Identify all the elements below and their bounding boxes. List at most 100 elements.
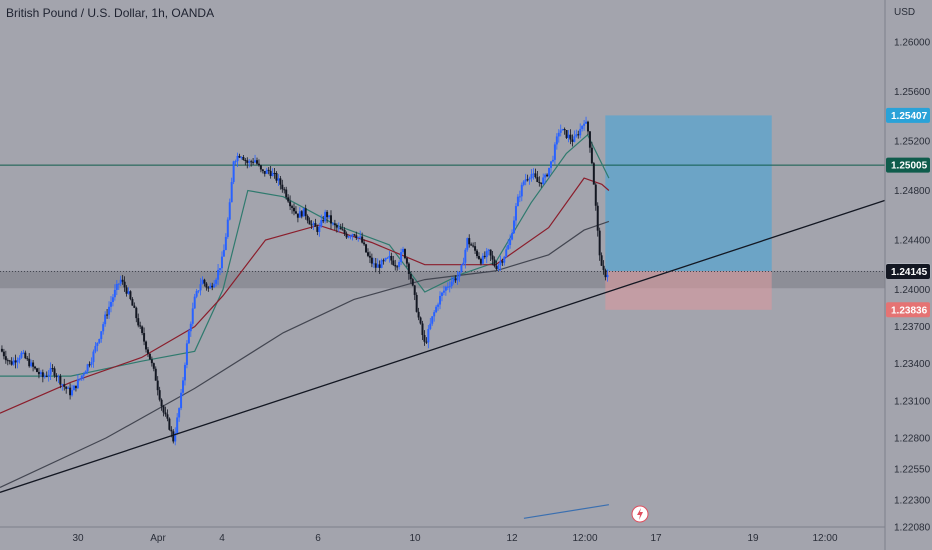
candle-body <box>487 249 490 251</box>
candle-body <box>450 281 453 287</box>
candle-body <box>24 352 27 359</box>
time-axis[interactable]: 30 Apr 4 6 10 12 12:00 17 19 12:00 <box>72 533 838 544</box>
stop-loss-zone[interactable] <box>605 271 772 310</box>
candle-body <box>158 390 161 400</box>
candle-body <box>69 387 72 396</box>
price-tag: 1.24145 <box>886 264 930 280</box>
candle-body <box>324 211 327 222</box>
candle-body <box>279 178 282 185</box>
candle-body <box>304 208 307 216</box>
candle-body <box>267 169 270 171</box>
candle-body <box>318 226 321 232</box>
candle-body <box>162 406 165 413</box>
profit-zone[interactable] <box>605 115 772 272</box>
candle-body <box>16 360 19 363</box>
candle-body <box>178 408 181 418</box>
trendline[interactable] <box>0 199 886 493</box>
price-tag-label: 1.23836 <box>891 305 928 316</box>
long-position-tool[interactable] <box>605 115 772 310</box>
candle-body <box>168 418 171 430</box>
candle-body <box>439 295 442 305</box>
candle-body <box>345 233 348 238</box>
candle-body <box>598 230 601 256</box>
candle-body <box>240 157 243 159</box>
candle-body <box>10 361 13 365</box>
candle-body <box>72 385 75 391</box>
candle-body <box>380 260 383 268</box>
candle-body <box>189 323 192 332</box>
candle-body <box>41 372 44 378</box>
candle-body <box>421 323 424 336</box>
candle-body <box>339 227 342 230</box>
candle-body <box>322 220 325 222</box>
price-axis[interactable]: 1.26000 1.25600 1.25200 1.24800 1.24400 1.240… <box>894 7 931 534</box>
candle-body <box>423 335 426 342</box>
price-tick-label: 1.25600 <box>894 87 931 98</box>
candle-body <box>331 223 334 225</box>
candle-body <box>8 360 11 362</box>
candle-body <box>497 264 500 270</box>
candle-body <box>109 302 112 307</box>
price-tag-box <box>886 302 930 318</box>
price-tag-label: 1.25407 <box>891 111 928 122</box>
candle-body <box>444 286 447 291</box>
candle-body <box>349 236 352 238</box>
candle-body <box>524 179 527 182</box>
candle-body <box>542 177 545 185</box>
candle-body <box>246 160 249 163</box>
candle-body <box>6 360 9 362</box>
candle-body <box>550 161 553 168</box>
candle-body <box>378 264 381 268</box>
candle-body <box>337 227 340 229</box>
candle-body <box>433 312 436 317</box>
candle-body <box>226 219 229 237</box>
candle-body <box>491 255 494 260</box>
candle-body <box>236 155 239 162</box>
lightning-icon[interactable] <box>631 505 649 523</box>
candle-body <box>374 263 377 268</box>
candle-body <box>117 283 120 285</box>
trendline-line[interactable] <box>0 199 886 493</box>
candle-body <box>499 261 502 265</box>
candle-body <box>361 236 364 243</box>
candle-body <box>402 249 405 253</box>
candle-body <box>238 155 241 158</box>
candle-body <box>520 184 523 197</box>
currency-label: USD <box>894 7 915 18</box>
candle-body <box>150 359 153 364</box>
candle-body <box>429 323 432 329</box>
candle-body <box>456 276 459 281</box>
candle-body <box>259 165 262 170</box>
candle-body <box>398 261 401 267</box>
candle-body <box>586 121 589 132</box>
candle-body <box>353 234 356 236</box>
candle-body <box>108 306 111 315</box>
candle-body <box>51 368 54 370</box>
candle-body <box>174 433 177 442</box>
candle-body <box>573 136 576 142</box>
price-tag-box <box>886 157 930 173</box>
candle-body <box>20 352 23 358</box>
candle-body <box>462 262 465 266</box>
candle-body <box>553 144 556 160</box>
candle-body <box>53 368 56 376</box>
candle-body <box>514 206 517 221</box>
candle-body <box>84 371 87 375</box>
candle-body <box>82 374 85 376</box>
price-tag-label: 1.25005 <box>891 161 928 172</box>
candle-body <box>602 265 605 271</box>
candle-body <box>143 333 146 342</box>
candle-body <box>546 174 549 177</box>
candle-body <box>431 316 434 324</box>
candle-body <box>209 285 212 289</box>
price-tag: 1.25005 <box>886 157 930 173</box>
candle-body <box>481 255 484 264</box>
candle-body <box>125 287 128 294</box>
candle-body <box>464 249 467 263</box>
candle-body <box>372 263 375 265</box>
candle-body <box>518 196 521 198</box>
price-tick-label: 1.23700 <box>894 322 931 333</box>
candle-body <box>148 353 151 360</box>
